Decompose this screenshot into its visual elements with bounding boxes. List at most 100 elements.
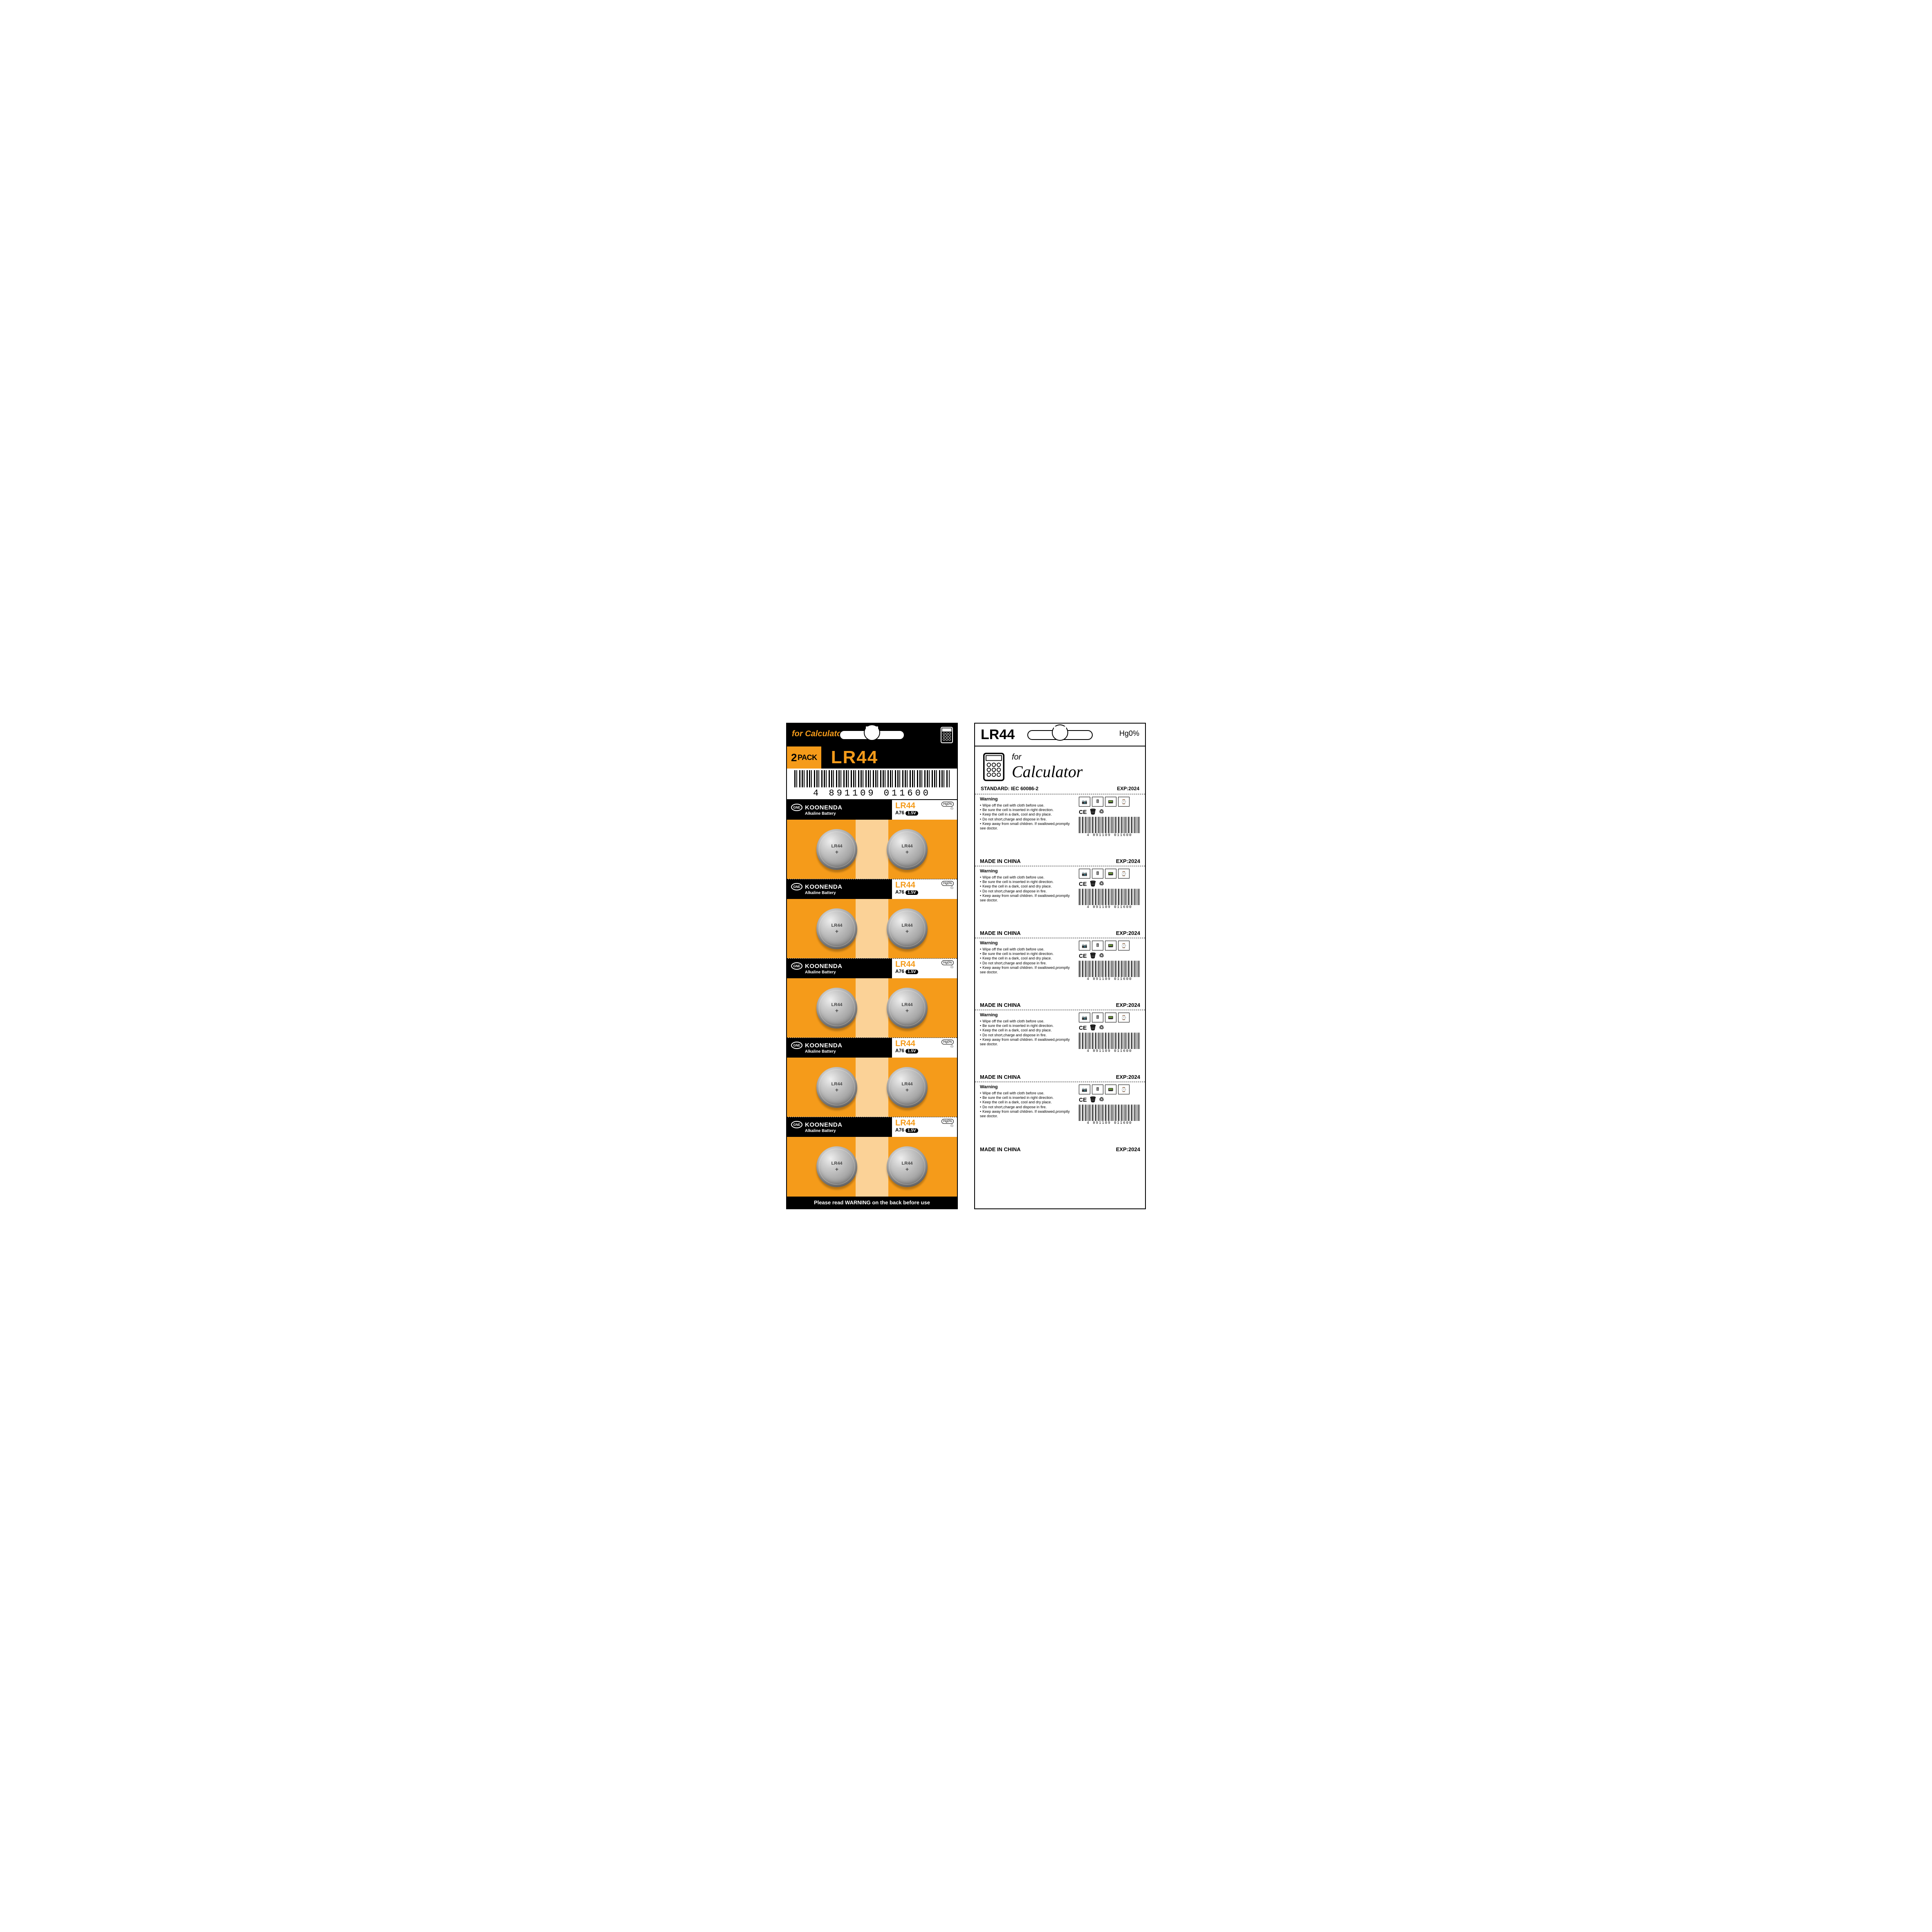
back-for-text: for Calculator — [1012, 753, 1083, 781]
brand-block: GNE KOONENDA Alkaline Battery — [787, 959, 892, 978]
battery-cell: GNE KOONENDA Alkaline Battery LR44 A761.… — [787, 1038, 957, 1117]
hg-label: Hg0% — [1119, 729, 1139, 738]
barcode-bars — [794, 770, 950, 787]
device-icon: 🖩 — [1092, 797, 1103, 807]
warning-item: Do not short,charge and dispose in fire. — [980, 1033, 1076, 1038]
warning-item: Keep away from small children. If swallo… — [980, 1109, 1076, 1119]
warning-title: Warning — [980, 941, 1076, 946]
brand-block: GNE KOONENDA Alkaline Battery — [787, 1117, 892, 1137]
brand-oval-icon: GNE — [791, 1121, 802, 1128]
bin-icon: 🗑 — [1089, 880, 1096, 887]
brand-oval-icon: GNE — [791, 804, 802, 811]
brand-name: KOONENDA — [805, 804, 843, 811]
back-info-cell: Warning Wipe off the cell with cloth bef… — [975, 1010, 1145, 1082]
mini-barcode-number: 4 891109 011600 — [1079, 1121, 1140, 1125]
device-icon: ⌚ — [1118, 797, 1130, 807]
recycle-icon: ♲ — [950, 1044, 954, 1049]
product-band: 2 PACK LR44 — [787, 746, 957, 769]
cell-body: LR44 + LR44 + — [787, 1137, 957, 1197]
bin-icon: 🗑 — [1089, 1096, 1096, 1103]
warning-list: Wipe off the cell with cloth before use.… — [980, 947, 1076, 975]
spec-block: LR44 A761.5V Hg0% ♲ — [892, 800, 957, 820]
icons-block: 📷 🖩 📟 ⌚ CE 🗑 ♲ 4 891109 011600 — [1079, 869, 1140, 928]
warning-list: Wipe off the cell with cloth before use.… — [980, 1091, 1076, 1119]
ce-mark: CE — [1079, 953, 1087, 959]
back-info-cell: Warning Wipe off the cell with cloth bef… — [975, 938, 1145, 1010]
packaging-container: for Calculator 2 PACK LR44 4 891109 0116… — [786, 723, 1146, 1209]
calculator-icon — [941, 727, 953, 743]
recycle-icon: ♲ — [1099, 880, 1104, 887]
cell-body: LR44 + LR44 + — [787, 820, 957, 879]
device-icon: 📟 — [1105, 1013, 1116, 1022]
battery-coin: LR44 + — [816, 988, 857, 1029]
alt-model: A761.5V — [895, 810, 918, 816]
device-icon: 📷 — [1079, 941, 1090, 950]
plus-icon: + — [905, 849, 909, 855]
battery-coin: LR44 + — [887, 988, 928, 1029]
warning-item: Keep away from small children. If swallo… — [980, 1038, 1076, 1047]
warning-item: Wipe off the cell with cloth before use. — [980, 947, 1076, 952]
back-info-cell: Warning Wipe off the cell with cloth bef… — [975, 1082, 1145, 1154]
standard-label: STANDARD: IEC 60086-2 — [981, 786, 1038, 791]
battery-cell: GNE KOONENDA Alkaline Battery LR44 A761.… — [787, 959, 957, 1038]
mini-barcode-number: 4 891109 011600 — [1079, 905, 1140, 909]
voltage-pill: 1.5V — [905, 811, 918, 816]
exp-label: EXP:2024 — [1116, 858, 1140, 864]
cell-header: GNE KOONENDA Alkaline Battery LR44 A761.… — [787, 1038, 957, 1058]
warning-item: Keep the cell in a dark, cool and dry pl… — [980, 1100, 1076, 1105]
plus-icon: + — [905, 1166, 909, 1172]
battery-coin: LR44 + — [816, 1067, 857, 1108]
hang-slot — [1027, 730, 1093, 740]
spec-block: LR44 A761.5V Hg0% ♲ — [892, 1038, 957, 1058]
brand-name: KOONENDA — [805, 963, 843, 970]
device-icon: 🖩 — [1092, 1085, 1103, 1094]
spec-block: LR44 A761.5V Hg0% ♲ — [892, 959, 957, 978]
back-cells: Warning Wipe off the cell with cloth bef… — [975, 794, 1145, 1154]
icons-block: 📷 🖩 📟 ⌚ CE 🗑 ♲ 4 891109 011600 — [1079, 1085, 1140, 1145]
alt-model: A761.5V — [895, 1127, 918, 1133]
brand-name: KOONENDA — [805, 1121, 843, 1128]
brand-block: GNE KOONENDA Alkaline Battery — [787, 800, 892, 820]
model-label: LR44 — [895, 881, 918, 889]
warning-title: Warning — [980, 869, 1076, 874]
battery-coin: LR44 + — [887, 829, 928, 870]
warning-title: Warning — [980, 1013, 1076, 1018]
cell-header: GNE KOONENDA Alkaline Battery LR44 A761.… — [787, 800, 957, 820]
recycle-icon: ♲ — [1099, 808, 1104, 815]
model-label: LR44 — [895, 802, 918, 810]
plus-icon: + — [905, 1007, 909, 1014]
battery-cell: GNE KOONENDA Alkaline Battery LR44 A761.… — [787, 879, 957, 959]
mini-barcode — [1079, 1033, 1140, 1049]
plus-icon: + — [835, 849, 838, 855]
warning-item: Wipe off the cell with cloth before use. — [980, 1019, 1076, 1024]
battery-coin: LR44 + — [816, 1146, 857, 1187]
warning-block: Warning Wipe off the cell with cloth bef… — [980, 869, 1076, 928]
pack-count: 2 — [791, 751, 797, 764]
device-icon: 🖩 — [1092, 1013, 1103, 1022]
warning-item: Keep away from small children. If swallo… — [980, 822, 1076, 831]
device-icon: 📟 — [1105, 869, 1116, 879]
recycle-icon: ♲ — [950, 807, 954, 811]
battery-label: LR44 — [832, 1161, 843, 1166]
battery-coin: LR44 + — [887, 1146, 928, 1187]
device-icon: 📷 — [1079, 1085, 1090, 1094]
front-hang-tab: for Calculator — [787, 724, 957, 746]
warning-item: Keep away from small children. If swallo… — [980, 966, 1076, 975]
back-card: LR44 Hg0% for Calculator STANDARD: IEC 6… — [974, 723, 1146, 1209]
front-cells: GNE KOONENDA Alkaline Battery LR44 A761.… — [787, 800, 957, 1197]
recycle-icon: ♲ — [1099, 1024, 1104, 1031]
brand-subtitle: Alkaline Battery — [805, 1129, 892, 1133]
device-icon: 📟 — [1105, 941, 1116, 950]
mini-barcode-number: 4 891109 011600 — [1079, 1049, 1140, 1053]
voltage-pill: 1.5V — [905, 1128, 918, 1133]
device-icon: ⌚ — [1118, 1013, 1130, 1022]
brand-name: KOONENDA — [805, 883, 843, 890]
device-icon: 📟 — [1105, 1085, 1116, 1094]
plus-icon: + — [905, 1087, 909, 1093]
recycle-icon: ♲ — [1099, 1096, 1104, 1103]
spec-block: LR44 A761.5V Hg0% ♲ — [892, 879, 957, 899]
hg-badge: Hg0% — [941, 802, 954, 807]
battery-label: LR44 — [832, 923, 843, 928]
warning-list: Wipe off the cell with cloth before use.… — [980, 1019, 1076, 1047]
back-hang-tab: LR44 Hg0% — [975, 724, 1145, 746]
